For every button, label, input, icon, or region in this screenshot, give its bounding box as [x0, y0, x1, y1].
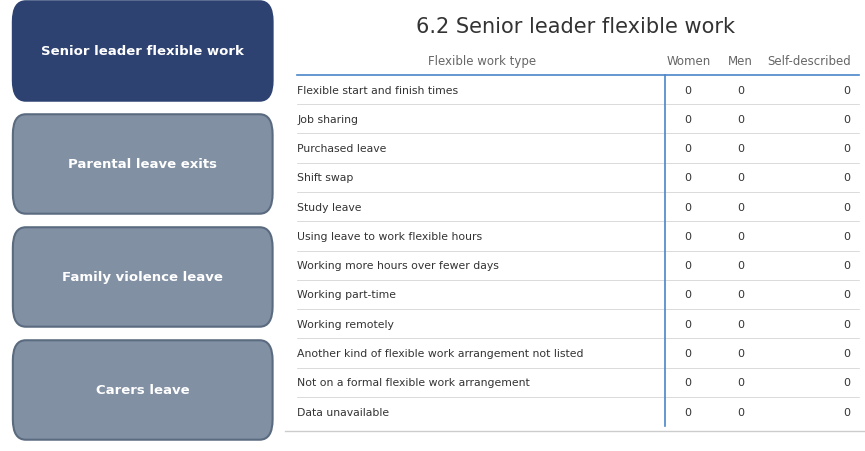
Text: 0: 0 [843, 144, 850, 154]
Text: 0: 0 [737, 173, 744, 183]
Text: 0: 0 [737, 290, 744, 300]
Text: 0: 0 [843, 173, 850, 183]
Text: Job sharing: Job sharing [297, 115, 358, 124]
Text: Another kind of flexible work arrangement not listed: Another kind of flexible work arrangemen… [297, 348, 584, 358]
Text: 0: 0 [737, 348, 744, 358]
Text: 0: 0 [737, 231, 744, 241]
Text: 0: 0 [737, 85, 744, 95]
Text: 0: 0 [843, 115, 850, 124]
Text: 0: 0 [843, 85, 850, 95]
Text: 0: 0 [685, 144, 692, 154]
Text: 0: 0 [685, 290, 692, 300]
Text: Flexible start and finish times: Flexible start and finish times [297, 85, 458, 95]
Text: Self-described: Self-described [766, 55, 850, 67]
Text: 0: 0 [685, 348, 692, 358]
Text: Study leave: Study leave [297, 202, 362, 212]
Text: 0: 0 [685, 173, 692, 183]
Text: 0: 0 [843, 261, 850, 271]
Text: 0: 0 [737, 319, 744, 329]
Text: 0: 0 [737, 261, 744, 271]
Text: 0: 0 [685, 407, 692, 417]
Text: Parental leave exits: Parental leave exits [68, 158, 217, 171]
FancyBboxPatch shape [13, 341, 272, 440]
Text: Family violence leave: Family violence leave [62, 271, 223, 284]
Text: 0: 0 [685, 231, 692, 241]
Text: 0: 0 [737, 115, 744, 124]
Text: Working more hours over fewer days: Working more hours over fewer days [297, 261, 499, 271]
Text: Carers leave: Carers leave [96, 384, 189, 396]
Text: 0: 0 [843, 290, 850, 300]
Text: Data unavailable: Data unavailable [297, 407, 389, 417]
Text: 0: 0 [843, 202, 850, 212]
Text: 0: 0 [685, 319, 692, 329]
Text: Working remotely: Working remotely [297, 319, 394, 329]
Text: 0: 0 [685, 261, 692, 271]
Text: Senior leader flexible work: Senior leader flexible work [42, 46, 244, 58]
Text: 0: 0 [737, 407, 744, 417]
Text: Purchased leave: Purchased leave [297, 144, 387, 154]
FancyBboxPatch shape [13, 115, 272, 214]
Text: 0: 0 [843, 407, 850, 417]
FancyBboxPatch shape [13, 2, 272, 101]
Text: 6.2 Senior leader flexible work: 6.2 Senior leader flexible work [416, 17, 734, 37]
Text: 0: 0 [737, 202, 744, 212]
Text: 0: 0 [685, 85, 692, 95]
Text: 0: 0 [685, 202, 692, 212]
Text: 0: 0 [685, 377, 692, 387]
Text: Flexible work type: Flexible work type [428, 55, 536, 67]
Text: 0: 0 [685, 115, 692, 124]
Text: Not on a formal flexible work arrangement: Not on a formal flexible work arrangemen… [297, 377, 529, 387]
Text: Men: Men [728, 55, 753, 67]
Text: 0: 0 [737, 144, 744, 154]
Text: 0: 0 [843, 377, 850, 387]
Text: Working part-time: Working part-time [297, 290, 396, 300]
Text: Using leave to work flexible hours: Using leave to work flexible hours [297, 231, 482, 241]
Text: Shift swap: Shift swap [297, 173, 354, 183]
Text: 0: 0 [843, 348, 850, 358]
Text: 0: 0 [843, 319, 850, 329]
FancyBboxPatch shape [13, 228, 272, 327]
Text: 0: 0 [843, 231, 850, 241]
Text: Women: Women [666, 55, 710, 67]
Text: 0: 0 [737, 377, 744, 387]
